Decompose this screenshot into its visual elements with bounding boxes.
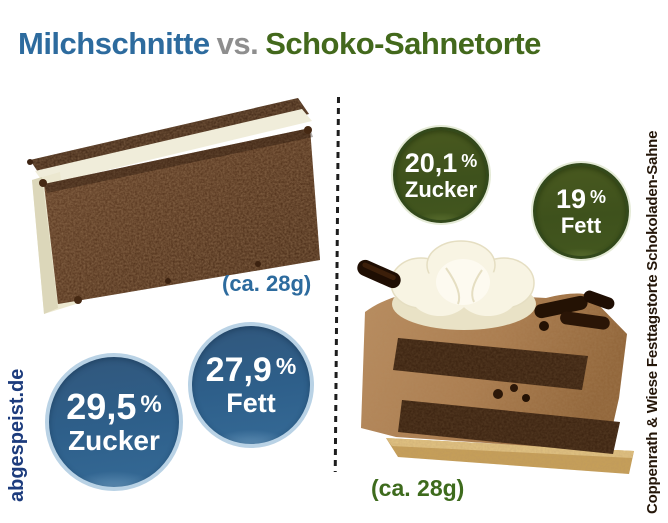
sugar-value-milchschnitte: 29,5% bbox=[66, 388, 161, 426]
fat-number: 27,9 bbox=[205, 350, 272, 389]
headline-product-right: Schoko-Sahnetorte bbox=[265, 26, 541, 61]
headline: Milchschnitte vs. Schoko-Sahnetorte bbox=[18, 26, 541, 62]
fat-badge-torte: 19% Fett bbox=[533, 163, 629, 259]
sugar-number: 20,1 bbox=[404, 148, 458, 179]
percent-sign: % bbox=[275, 352, 297, 379]
fat-number: 19 bbox=[555, 184, 587, 215]
percent-sign: % bbox=[140, 391, 162, 419]
sugar-label: Zucker bbox=[68, 425, 160, 457]
weight-note-milchschnitte: (ca. 28g) bbox=[222, 271, 312, 296]
fat-value-milchschnitte: 27,9% bbox=[205, 350, 297, 389]
product-source-caption: Coppenrath & Wiese Festtagstorte Schokol… bbox=[644, 130, 661, 514]
sugar-label: Zucker bbox=[404, 176, 478, 202]
sugar-badge-milchschnitte: 29,5% Zucker bbox=[45, 353, 183, 491]
fat-value-torte: 19% bbox=[556, 185, 606, 213]
sugar-value-torte: 20,1% bbox=[405, 149, 478, 177]
weight-note-torte: (ca. 28g) bbox=[371, 475, 465, 501]
sugar-number: 29,5 bbox=[66, 386, 137, 428]
fat-label: Fett bbox=[560, 212, 602, 238]
percent-sign: % bbox=[461, 151, 478, 172]
sugar-badge-torte: 20,1% Zucker bbox=[393, 127, 489, 223]
schoko-sahnetorte-photo bbox=[357, 240, 634, 474]
fat-label: Fett bbox=[226, 387, 276, 418]
milchschnitte-photo bbox=[27, 98, 320, 314]
fat-badge-milchschnitte: 27,9% Fett bbox=[188, 322, 314, 448]
headline-vs: vs. bbox=[216, 26, 259, 61]
headline-product-left: Milchschnitte bbox=[18, 26, 210, 61]
watermark-abgespeist: abgespeist.de bbox=[6, 368, 28, 502]
percent-sign: % bbox=[590, 187, 607, 208]
